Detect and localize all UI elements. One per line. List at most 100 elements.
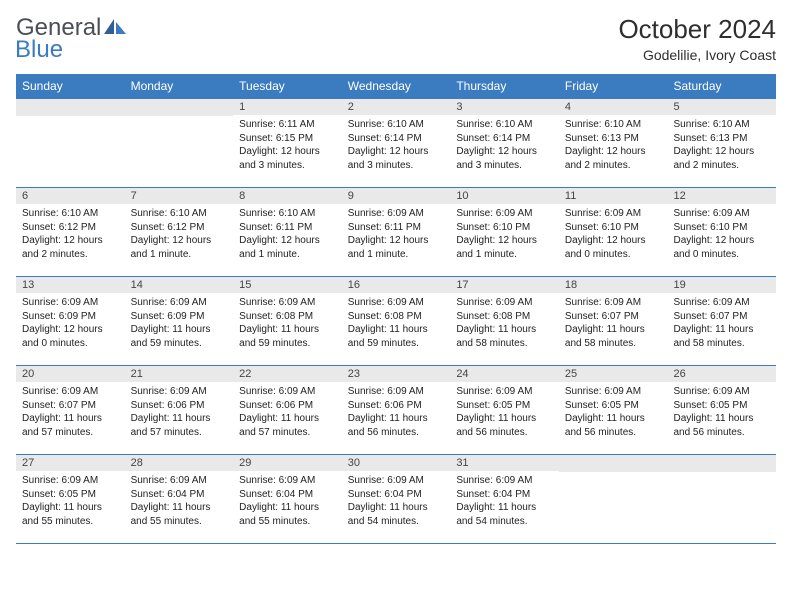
day-number: 3 <box>450 99 559 115</box>
logo-sail-icon <box>103 17 127 35</box>
daylight-text: and 59 minutes. <box>239 337 336 351</box>
daylight-text: Daylight: 11 hours <box>131 501 228 515</box>
day-cell: 17Sunrise: 6:09 AMSunset: 6:08 PMDayligh… <box>450 277 559 365</box>
daylight-text: Daylight: 11 hours <box>456 501 553 515</box>
day-body: Sunrise: 6:10 AMSunset: 6:14 PMDaylight:… <box>450 115 559 178</box>
day-number <box>667 455 776 472</box>
daylight-text: and 3 minutes. <box>239 159 336 173</box>
sunrise-text: Sunrise: 6:09 AM <box>348 385 445 399</box>
day-body: Sunrise: 6:09 AMSunset: 6:05 PMDaylight:… <box>16 471 125 534</box>
day-number: 7 <box>125 188 234 204</box>
day-number: 17 <box>450 277 559 293</box>
sunrise-text: Sunrise: 6:09 AM <box>131 385 228 399</box>
day-body: Sunrise: 6:09 AMSunset: 6:10 PMDaylight:… <box>559 204 668 267</box>
day-cell: 10Sunrise: 6:09 AMSunset: 6:10 PMDayligh… <box>450 188 559 276</box>
day-number: 8 <box>233 188 342 204</box>
sunrise-text: Sunrise: 6:10 AM <box>239 207 336 221</box>
sunset-text: Sunset: 6:09 PM <box>22 310 119 324</box>
daylight-text: and 1 minute. <box>131 248 228 262</box>
day-body: Sunrise: 6:10 AMSunset: 6:12 PMDaylight:… <box>16 204 125 267</box>
sunrise-text: Sunrise: 6:09 AM <box>22 474 119 488</box>
sunset-text: Sunset: 6:05 PM <box>456 399 553 413</box>
day-number: 2 <box>342 99 451 115</box>
day-number: 28 <box>125 455 234 471</box>
daylight-text: and 2 minutes. <box>565 159 662 173</box>
header: General Blue October 2024 Godelilie, Ivo… <box>16 14 776 64</box>
day-body: Sunrise: 6:09 AMSunset: 6:05 PMDaylight:… <box>559 382 668 445</box>
sunrise-text: Sunrise: 6:09 AM <box>348 207 445 221</box>
day-cell: 14Sunrise: 6:09 AMSunset: 6:09 PMDayligh… <box>125 277 234 365</box>
calendar: Sunday Monday Tuesday Wednesday Thursday… <box>16 74 776 544</box>
sunset-text: Sunset: 6:13 PM <box>673 132 770 146</box>
daylight-text: Daylight: 11 hours <box>239 323 336 337</box>
daylight-text: Daylight: 12 hours <box>565 234 662 248</box>
daylight-text: Daylight: 11 hours <box>131 323 228 337</box>
daylight-text: and 58 minutes. <box>456 337 553 351</box>
day-cell: 25Sunrise: 6:09 AMSunset: 6:05 PMDayligh… <box>559 366 668 454</box>
day-cell <box>667 455 776 543</box>
dow-sunday: Sunday <box>16 74 125 98</box>
day-number: 30 <box>342 455 451 471</box>
day-number: 18 <box>559 277 668 293</box>
day-body: Sunrise: 6:09 AMSunset: 6:10 PMDaylight:… <box>450 204 559 267</box>
daylight-text: Daylight: 11 hours <box>673 412 770 426</box>
sunrise-text: Sunrise: 6:09 AM <box>673 207 770 221</box>
daylight-text: Daylight: 12 hours <box>565 145 662 159</box>
day-body: Sunrise: 6:09 AMSunset: 6:04 PMDaylight:… <box>342 471 451 534</box>
day-number: 20 <box>16 366 125 382</box>
sunset-text: Sunset: 6:05 PM <box>565 399 662 413</box>
sunrise-text: Sunrise: 6:10 AM <box>565 118 662 132</box>
sunset-text: Sunset: 6:09 PM <box>131 310 228 324</box>
sunset-text: Sunset: 6:04 PM <box>131 488 228 502</box>
day-number: 1 <box>233 99 342 115</box>
sunset-text: Sunset: 6:12 PM <box>22 221 119 235</box>
day-number: 10 <box>450 188 559 204</box>
daylight-text: and 54 minutes. <box>456 515 553 529</box>
day-cell: 31Sunrise: 6:09 AMSunset: 6:04 PMDayligh… <box>450 455 559 543</box>
daylight-text: Daylight: 11 hours <box>673 323 770 337</box>
day-body: Sunrise: 6:09 AMSunset: 6:04 PMDaylight:… <box>125 471 234 534</box>
sunrise-text: Sunrise: 6:09 AM <box>456 296 553 310</box>
day-number: 11 <box>559 188 668 204</box>
daylight-text: and 3 minutes. <box>456 159 553 173</box>
sunset-text: Sunset: 6:07 PM <box>22 399 119 413</box>
day-body: Sunrise: 6:10 AMSunset: 6:11 PMDaylight:… <box>233 204 342 267</box>
weeks-container: 1Sunrise: 6:11 AMSunset: 6:15 PMDaylight… <box>16 98 776 543</box>
day-body: Sunrise: 6:09 AMSunset: 6:08 PMDaylight:… <box>233 293 342 356</box>
daylight-text: and 57 minutes. <box>22 426 119 440</box>
daylight-text: and 56 minutes. <box>348 426 445 440</box>
day-cell: 9Sunrise: 6:09 AMSunset: 6:11 PMDaylight… <box>342 188 451 276</box>
daylight-text: Daylight: 12 hours <box>348 234 445 248</box>
sunrise-text: Sunrise: 6:09 AM <box>22 296 119 310</box>
daylight-text: Daylight: 12 hours <box>348 145 445 159</box>
day-cell: 21Sunrise: 6:09 AMSunset: 6:06 PMDayligh… <box>125 366 234 454</box>
day-cell: 30Sunrise: 6:09 AMSunset: 6:04 PMDayligh… <box>342 455 451 543</box>
day-body: Sunrise: 6:10 AMSunset: 6:12 PMDaylight:… <box>125 204 234 267</box>
sunrise-text: Sunrise: 6:09 AM <box>131 474 228 488</box>
sunrise-text: Sunrise: 6:11 AM <box>239 118 336 132</box>
daylight-text: Daylight: 11 hours <box>239 501 336 515</box>
daylight-text: and 1 minute. <box>239 248 336 262</box>
sunset-text: Sunset: 6:08 PM <box>456 310 553 324</box>
sunset-text: Sunset: 6:08 PM <box>348 310 445 324</box>
sunrise-text: Sunrise: 6:09 AM <box>456 207 553 221</box>
sunset-text: Sunset: 6:12 PM <box>131 221 228 235</box>
daylight-text: Daylight: 11 hours <box>22 501 119 515</box>
sunrise-text: Sunrise: 6:09 AM <box>673 385 770 399</box>
daylight-text: Daylight: 11 hours <box>565 323 662 337</box>
week-row: 20Sunrise: 6:09 AMSunset: 6:07 PMDayligh… <box>16 365 776 454</box>
day-number: 22 <box>233 366 342 382</box>
daylight-text: Daylight: 11 hours <box>348 323 445 337</box>
daylight-text: and 55 minutes. <box>239 515 336 529</box>
day-body: Sunrise: 6:09 AMSunset: 6:08 PMDaylight:… <box>450 293 559 356</box>
day-body: Sunrise: 6:09 AMSunset: 6:07 PMDaylight:… <box>16 382 125 445</box>
week-row: 6Sunrise: 6:10 AMSunset: 6:12 PMDaylight… <box>16 187 776 276</box>
day-number: 23 <box>342 366 451 382</box>
sunset-text: Sunset: 6:10 PM <box>673 221 770 235</box>
sunset-text: Sunset: 6:04 PM <box>456 488 553 502</box>
day-cell: 16Sunrise: 6:09 AMSunset: 6:08 PMDayligh… <box>342 277 451 365</box>
day-body: Sunrise: 6:09 AMSunset: 6:09 PMDaylight:… <box>16 293 125 356</box>
sunrise-text: Sunrise: 6:10 AM <box>673 118 770 132</box>
day-body: Sunrise: 6:10 AMSunset: 6:13 PMDaylight:… <box>559 115 668 178</box>
sunset-text: Sunset: 6:07 PM <box>565 310 662 324</box>
